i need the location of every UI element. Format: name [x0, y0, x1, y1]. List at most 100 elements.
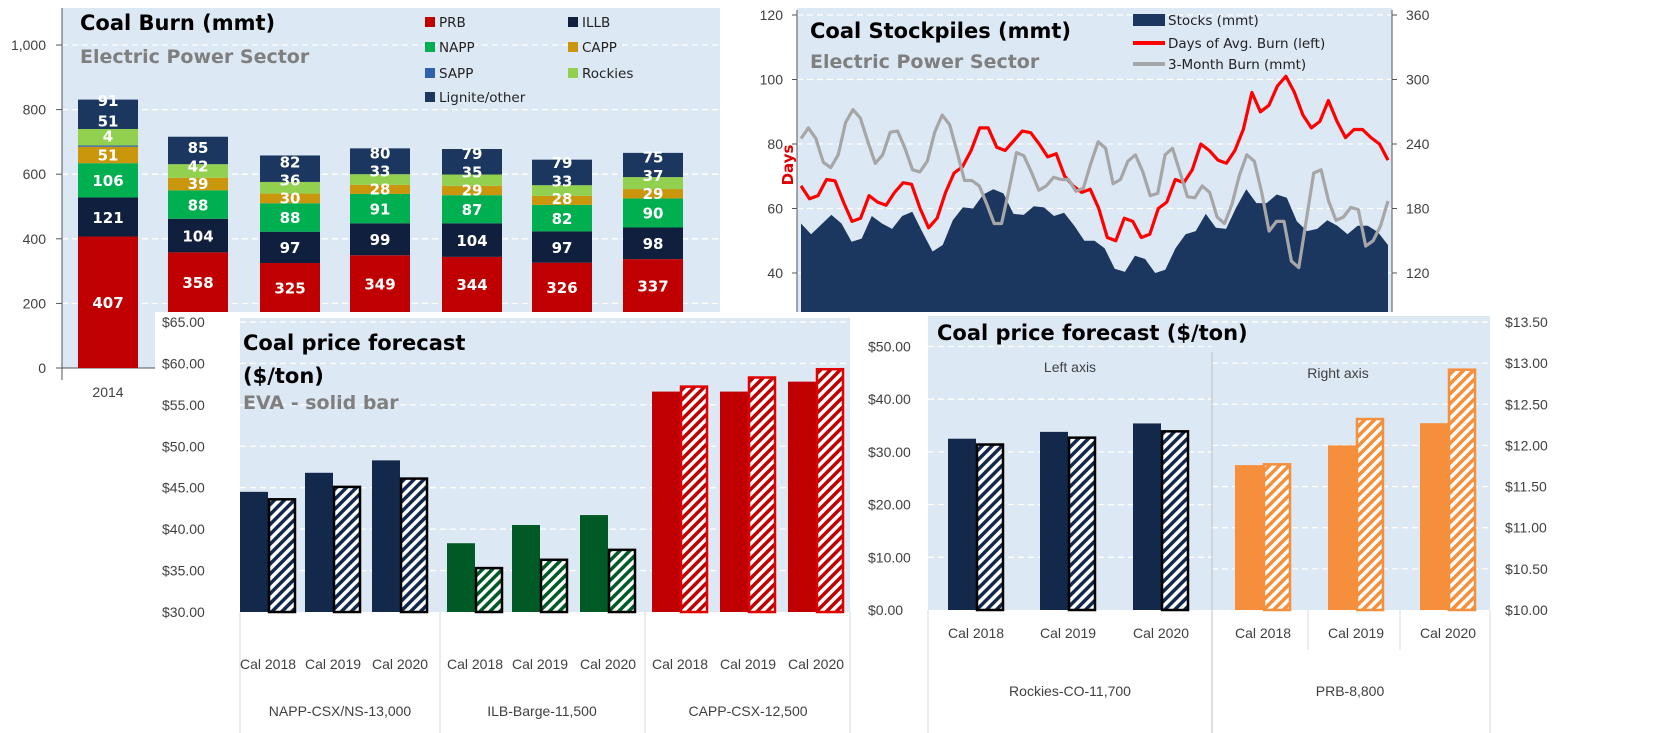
hatched-bar [1355, 417, 1385, 612]
chart-subtitle: EVA - solid bar [243, 392, 399, 414]
y-tick-label: $30.00 [162, 604, 205, 620]
bar-segment-ligniteother [168, 136, 228, 165]
bar-segment-illb [78, 197, 138, 237]
data-label: 88 [188, 196, 209, 214]
data-label: 97 [552, 239, 573, 257]
hatched-bar [399, 477, 429, 614]
hatched-bar [747, 376, 777, 614]
data-label: 90 [643, 205, 664, 223]
legend-label: SAPP [439, 66, 473, 82]
data-label: 28 [552, 190, 573, 208]
data-label: 82 [552, 210, 573, 228]
chart-title: Coal price forecast [243, 331, 465, 355]
bar-segment-capp [168, 177, 228, 191]
bar-segment-capp [532, 195, 592, 205]
x-category-label: Cal 2018 [447, 656, 503, 672]
plot-area [928, 316, 1490, 610]
solid-bar [512, 524, 540, 612]
x-category-label: Cal 2018 [948, 625, 1004, 641]
legend-swatch [425, 42, 435, 52]
data-label: 37 [643, 167, 664, 185]
data-label: 121 [92, 209, 123, 227]
hatched-bar [332, 485, 362, 614]
y-left-tick-label: $40.00 [868, 391, 911, 407]
hatched-bar [267, 498, 297, 614]
axis-note: Left axis [1044, 359, 1096, 375]
bar-segment-illb [350, 223, 410, 256]
hatched-bar [975, 443, 1005, 612]
bar-segment-napp [532, 204, 592, 232]
y-left-tick-label: 60 [767, 201, 783, 217]
bar-segment-capp [260, 193, 320, 204]
solid-bar [788, 381, 816, 612]
bar-segment-ligniteother [532, 159, 592, 186]
data-label: 33 [552, 172, 573, 190]
days-of-burn-line [799, 74, 1390, 243]
legend-label: PRB [439, 15, 466, 31]
x-category-label: 2014 [92, 384, 123, 400]
bar-segment-prb [78, 236, 138, 368]
legend-label: NAPP [439, 40, 475, 56]
data-label: 88 [280, 209, 301, 227]
hatched-bar [1447, 368, 1477, 612]
y-tick-label: 400 [23, 231, 47, 247]
hatched-bar [1262, 463, 1292, 612]
data-label: 82 [280, 153, 301, 171]
bar-segment-napp [442, 195, 502, 224]
data-label: 79 [462, 145, 483, 163]
bar-segment-rockies [623, 177, 683, 190]
x-category-label: Cal 2019 [1040, 625, 1096, 641]
bar-segment-ligniteother [260, 155, 320, 182]
coal-price-forecast-chart-2: $0.00 $10.00 $20.00 $30.00 $40.00 $50.00 $10.0… [855, 312, 1664, 733]
legend-label: ILLB [582, 15, 610, 31]
solid-bar [580, 515, 608, 612]
data-label: 39 [188, 175, 209, 193]
y-left-tick-label: 40 [767, 265, 783, 281]
hatched-bar [679, 385, 709, 614]
y-tick-label: $40.00 [162, 521, 205, 537]
solid-bar [372, 460, 400, 612]
x-category-label: Cal 2020 [1420, 625, 1476, 641]
x-category-label: Cal 2019 [1328, 625, 1384, 641]
data-label: 28 [370, 180, 391, 198]
data-label: 51 [98, 112, 119, 130]
y-left-tick-label: $30.00 [868, 444, 911, 460]
solid-bar [1040, 431, 1068, 610]
data-label: 106 [92, 172, 123, 190]
bar-segment-napp [168, 190, 228, 219]
y-tick-label: $50.00 [162, 438, 205, 454]
y-right-tick-label: $11.50 [1505, 479, 1547, 495]
y-tick-label: 0 [38, 360, 46, 376]
y-left-tick-label: 120 [760, 7, 784, 23]
bar-segment-ligniteother [442, 149, 502, 175]
x-category-label: Cal 2019 [305, 656, 361, 672]
legend-label: 3-Month Burn (mmt) [1168, 57, 1306, 73]
data-label: 30 [280, 190, 301, 208]
y-right-tick-label: $12.00 [1505, 437, 1548, 453]
data-label: 358 [182, 274, 213, 292]
x-category-label: Cal 2020 [788, 656, 844, 672]
hatched-bar [474, 566, 504, 614]
hatched-bar [539, 558, 569, 614]
y-tick-label: 1,000 [11, 37, 46, 53]
x-group-label: CAPP-CSX-12,500 [688, 703, 807, 719]
legend-swatch [425, 92, 435, 102]
bar-segment-napp [78, 163, 138, 198]
axis-note: Right axis [1307, 365, 1368, 381]
data-label: 75 [643, 149, 664, 167]
solid-bar [720, 391, 748, 612]
solid-bar [1133, 423, 1161, 610]
solid-bar [948, 438, 976, 610]
chart-title-line2: ($/ton) [243, 364, 324, 388]
coal-stockpiles-chart: 40 60 80 100 120 120 180 240 300 360 Coal Stockpil… [760, 7, 1430, 340]
hatched-bar [815, 367, 845, 614]
legend-label: Lignite/other [439, 90, 526, 106]
legend-swatch [568, 68, 578, 78]
y-tick-label: $65.00 [162, 314, 205, 330]
y-tick-label: 200 [23, 295, 47, 311]
data-label: 97 [280, 239, 301, 257]
y-right-tick-label: 180 [1406, 201, 1430, 217]
chart-subtitle: Electric Power Sector [810, 51, 1040, 73]
y-axis-title: Days [779, 145, 797, 186]
